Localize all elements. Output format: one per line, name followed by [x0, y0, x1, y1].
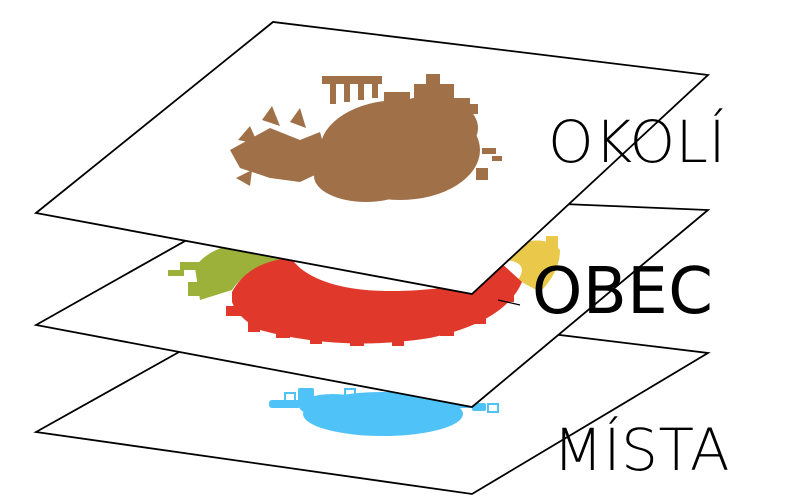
- mista-blob-icon: [269, 388, 499, 436]
- plane-obec: [33, 191, 711, 408]
- layer-label-mista: MÍSTA: [553, 416, 731, 484]
- layer-label-okoli: OKOLÍ: [548, 108, 727, 176]
- plane-okoli: [33, 21, 711, 295]
- layer-label-obec: OBEC: [532, 255, 714, 329]
- okoli-silhouette-icon: [230, 74, 502, 202]
- obec-red-arc-icon: [232, 258, 522, 344]
